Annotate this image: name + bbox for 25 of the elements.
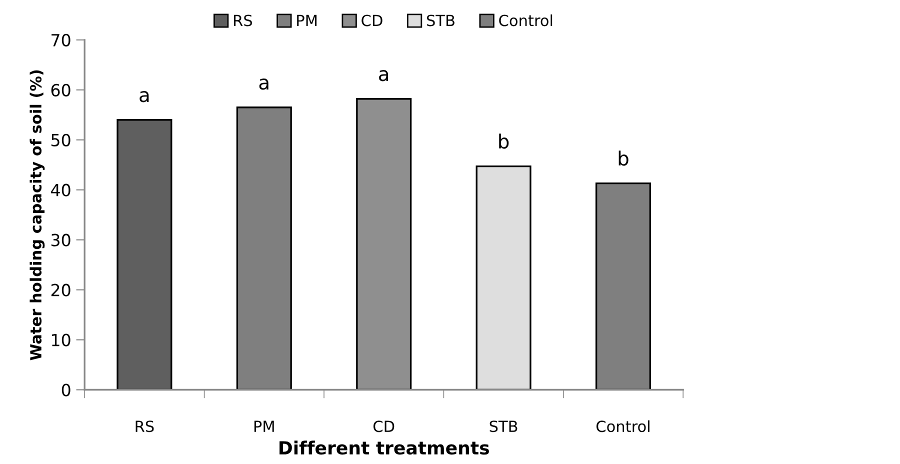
annotation: b — [499, 134, 509, 149]
y-tick-label: 30 — [51, 234, 70, 246]
x-axis-title: Different treatments — [280, 440, 489, 455]
x-tick-label: RS — [136, 420, 154, 432]
legend-label: STB — [427, 14, 454, 26]
y-tick-label: 20 — [51, 284, 70, 296]
y-axis-title: Water holding capacity of soil (%) — [30, 70, 45, 360]
legend-label: CD — [362, 14, 382, 26]
y-tick-label: 50 — [51, 134, 70, 146]
legend-label: Control — [499, 14, 552, 26]
annotation: a — [140, 91, 149, 102]
y-tick-label: 40 — [51, 184, 70, 196]
x-tick-label: Control — [596, 420, 650, 432]
x-tick-label: STB — [490, 420, 518, 432]
x-tick-label: PM — [254, 420, 274, 432]
legend-label: PM — [297, 14, 317, 26]
annotation: b — [618, 150, 628, 166]
y-tick-label: 10 — [52, 334, 70, 346]
y-tick-label: 60 — [51, 84, 70, 96]
annotation: a — [379, 70, 388, 82]
x-tick-label: CD — [373, 420, 394, 432]
y-tick-label: 70 — [52, 34, 70, 46]
legend-label: RS — [234, 14, 252, 26]
annotation: a — [259, 78, 268, 90]
y-tick-label: 0 — [62, 384, 70, 396]
